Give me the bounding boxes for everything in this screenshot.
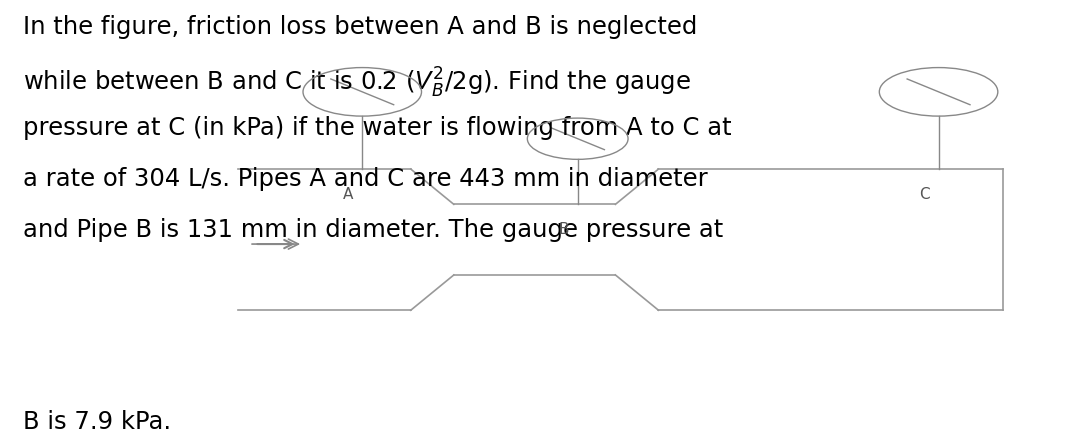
Text: In the figure, friction loss between A and B is neglected: In the figure, friction loss between A a… xyxy=(23,15,698,39)
Text: a rate of 304 L/s. Pipes A and C are 443 mm in diameter: a rate of 304 L/s. Pipes A and C are 443… xyxy=(23,167,707,191)
Text: A: A xyxy=(343,187,353,202)
Text: B: B xyxy=(558,222,569,237)
Text: B is 7.9 kPa.: B is 7.9 kPa. xyxy=(23,409,171,433)
Text: while between B and C it is 0.2 ($V_B^2$/2g). Find the gauge: while between B and C it is 0.2 ($V_B^2$… xyxy=(23,65,691,99)
Text: and Pipe B is 131 mm in diameter. The gauge pressure at: and Pipe B is 131 mm in diameter. The ga… xyxy=(23,218,724,242)
Text: pressure at C (in kPa) if the water is flowing from A to C at: pressure at C (in kPa) if the water is f… xyxy=(23,116,731,140)
Text: C: C xyxy=(919,187,930,202)
